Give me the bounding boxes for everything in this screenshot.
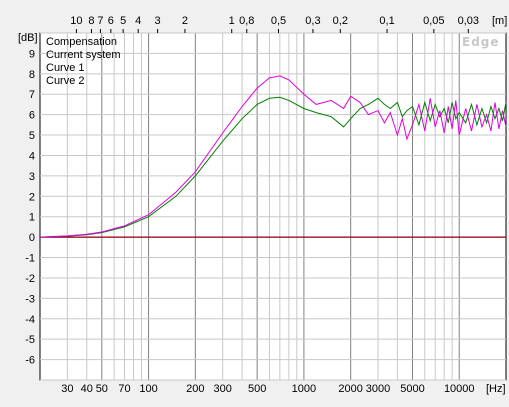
x-tick-label: 2000 [338,383,362,395]
distance-axis: 10 8 7 6 5 4 3 2 1 0,8 0,5 0,3 0,2 0,1 0,05 0,03 [70,15,479,33]
y-tick-label: -4 [25,314,35,326]
x-tick-label: 5000 [400,383,424,395]
y-tick-label: -1 [25,253,35,265]
series-line [39,96,507,238]
y-tick-label: -2 [25,273,35,285]
top-tick-label: 0,5 [271,15,286,27]
top-tick-label: 0,8 [239,15,254,27]
x-tick-label: 500 [248,383,266,395]
top-tick-label: 10 [70,15,82,27]
top-tick-label: 0,03 [458,15,479,27]
series-line [39,75,507,238]
top-tick-label: 0,3 [305,15,320,27]
legend-entry: Compensation [46,36,117,48]
frequency-axis: 30 40 50 70 100 200 300 500 1000 2000 3000 5000 1000… [61,383,474,395]
y-tick-label: 1 [29,212,35,224]
y-tick-label: 7 [29,89,35,101]
top-tick-label: 2 [182,15,188,27]
y-tick-label: 2 [29,191,35,203]
top-tick-label: 3 [155,15,161,27]
y-tick-label: 6 [29,110,35,122]
y-tick-label: 4 [29,150,35,162]
x-tick-label: 100 [139,383,157,395]
plot-area [39,32,507,381]
y-tick-label: 8 [29,69,35,81]
x-tick-label: 1000 [292,383,316,395]
x-tick-label: 50 [96,383,108,395]
x-tick-label: 70 [118,383,130,395]
x-tick-label: 40 [81,383,93,395]
top-tick-label: 0,1 [379,15,394,27]
top-tick-label: 6 [108,15,114,27]
top-tick-label: 0,05 [423,15,444,27]
top-tick-label: 1 [229,15,235,27]
x-tick-label: 300 [214,383,232,395]
y-tick-label: -6 [25,355,35,367]
legend-entry: Curve 2 [46,75,85,87]
x-tick-label: 3000 [366,383,390,395]
x-unit-label: [Hz] [486,383,506,395]
x-tick-label: 10000 [444,383,475,395]
y-unit-label: [dB] [18,32,38,44]
y-tick-label: 0 [29,232,35,244]
legend-entry: Current system [46,49,121,61]
top-tick-label: 4 [135,15,141,27]
top-tick-label: 7 [97,15,103,27]
x-tick-label: 200 [186,383,204,395]
top-unit-label: [m] [492,15,507,27]
y-tick-label: -5 [25,334,35,346]
watermark-text: Edge [462,35,500,49]
legend-entry: Curve 1 [46,62,85,74]
y-tick-label: 3 [29,171,35,183]
y-tick-label: 5 [29,130,35,142]
top-tick-label: 8 [88,15,94,27]
y-tick-label: -3 [25,293,35,305]
x-tick-label: 30 [61,383,73,395]
db-axis: 9 8 7 6 5 4 3 2 1 0 -1 -2 -3 -4 -5 -6 [25,48,35,366]
top-tick-label: 5 [120,15,126,27]
y-tick-label: 9 [29,48,35,60]
top-tick-label: 0,2 [333,15,348,27]
series-lines [39,75,507,238]
